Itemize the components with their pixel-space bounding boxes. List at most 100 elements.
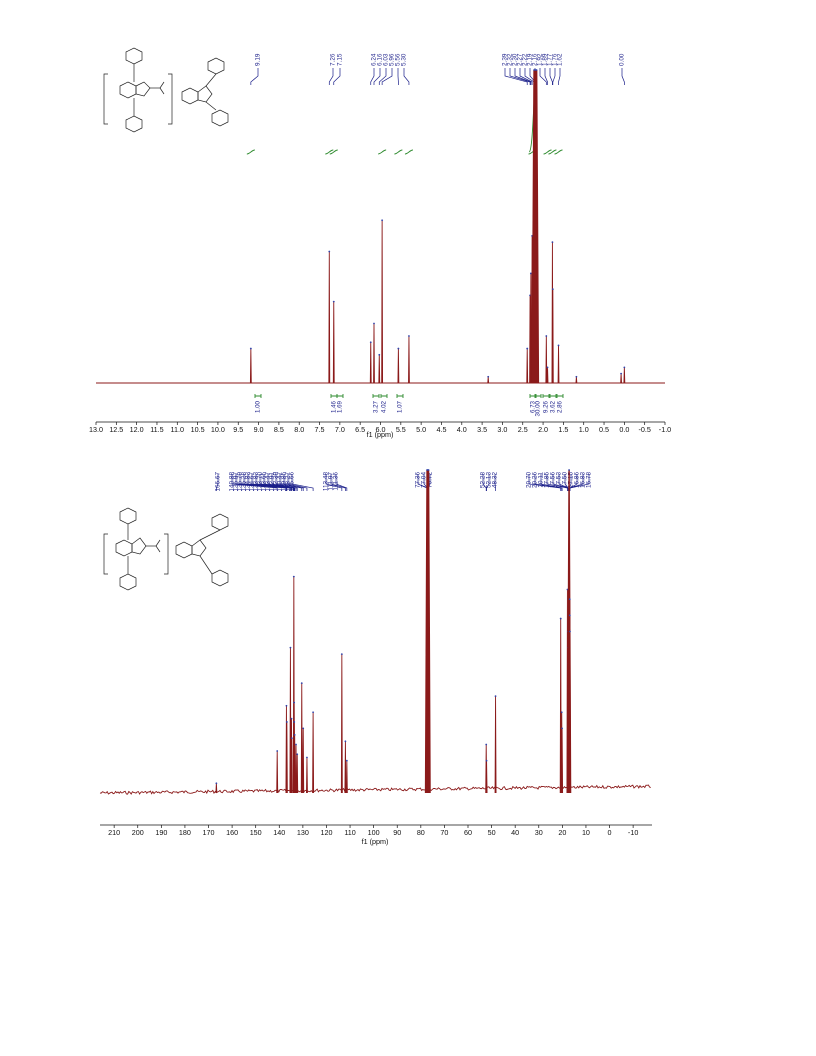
integral-curve	[246, 149, 255, 155]
spectrum-peak	[397, 348, 400, 384]
tick-label: 5.5	[396, 425, 406, 434]
peak-label: 6.24	[371, 53, 378, 66]
integral-value: 1.69	[337, 400, 344, 413]
peak-apex-marker	[296, 753, 299, 756]
baseline-noise	[99, 784, 651, 795]
peak-label-leader	[528, 474, 562, 491]
spectrum-peak	[285, 721, 288, 794]
peak-label: 1.62	[557, 53, 564, 66]
spectrum-peak	[340, 654, 343, 794]
peak-apex-marker	[487, 375, 490, 378]
tick-label: 160	[226, 828, 238, 837]
peak-apex-marker	[545, 335, 548, 337]
spectrum-peak	[276, 751, 279, 794]
peak-label-leader	[546, 474, 568, 491]
tick-label: 170	[203, 828, 215, 837]
peak-label: 7.15	[337, 53, 344, 66]
tick-label: 10	[582, 828, 590, 837]
tick-label: 9.5	[233, 425, 243, 434]
tick-label: 20	[558, 828, 566, 837]
peak-label-leader	[291, 474, 314, 491]
integral-bracket	[396, 394, 404, 398]
spectrum-peak	[312, 712, 315, 794]
spectrum-peak	[378, 354, 381, 384]
tick-label: 210	[108, 828, 120, 837]
tick-label: 13.0	[89, 425, 103, 434]
peak-apex-marker	[557, 344, 560, 347]
peak-apex-marker	[561, 727, 563, 730]
tick-label: -0.5	[638, 425, 650, 434]
tick-label: 9.0	[254, 425, 264, 434]
integral-curve	[543, 149, 552, 155]
peak-apex-marker	[369, 341, 372, 344]
peak-label-leader	[524, 68, 535, 85]
tick-label: 4.0	[457, 425, 467, 434]
spectrum-peak	[249, 348, 252, 384]
peak-label-leader	[216, 474, 219, 491]
peak-apex-marker	[568, 469, 570, 471]
spectrum-peak	[623, 367, 626, 384]
peak-label: 2.32	[507, 53, 514, 66]
peak-label: 1.76	[552, 53, 559, 66]
spectrum-peak	[561, 728, 564, 794]
peak-label-leader	[231, 474, 278, 491]
spectrum-peaks	[249, 69, 626, 384]
spectrum-peak	[545, 336, 548, 384]
spectrum-peak	[215, 783, 218, 794]
peak-label: 9.19	[255, 53, 262, 66]
peak-apex-marker	[381, 219, 384, 222]
integral-bracket	[254, 394, 262, 398]
spectrum-peak	[529, 273, 532, 384]
peak-apex-marker	[575, 375, 578, 378]
peak-label-leader	[549, 68, 553, 85]
peak-apex-marker	[289, 646, 292, 649]
tick-label: 70	[440, 828, 448, 837]
x-axis: 210 200 190 180 170 160 150 140 130 120 110 100 90 80…	[100, 824, 652, 837]
tick-label: 90	[393, 828, 401, 837]
peak-labels: 9.19 7.26 7.15 6.24 6.16 6.03 5.96 5.56 5.30 2.39…	[250, 53, 626, 85]
spectrum-peak	[373, 323, 375, 384]
integral-value: 2.86	[557, 400, 564, 413]
tick-label: 11.0	[171, 425, 184, 434]
tick-label: 30	[535, 828, 543, 837]
peak-apex-marker	[285, 704, 288, 707]
spectrum-peak	[345, 760, 348, 794]
tick-label: 1.5	[558, 425, 568, 434]
spectrum-peak	[296, 754, 299, 794]
tick-label: 8.5	[274, 425, 284, 434]
spectrum-peak	[551, 289, 554, 384]
peak-label: 6.16	[377, 53, 384, 66]
tick-label: 200	[132, 828, 144, 837]
peak-label-leader	[325, 474, 343, 491]
spectrum-peak	[306, 757, 308, 794]
peak-labels: 166.67 140.88136.97136.79135.28134.83134.…	[215, 472, 593, 492]
tick-label: 7.5	[315, 425, 325, 434]
peak-apex-marker	[249, 347, 252, 350]
tick-label: 180	[179, 828, 191, 837]
peak-label-leader	[271, 474, 297, 491]
peak-apex-marker	[529, 272, 532, 275]
tick-label: 6.0	[376, 425, 386, 434]
peak-apex-marker	[551, 288, 554, 290]
peak-label-leader	[267, 474, 296, 491]
tick-label: 150	[250, 828, 262, 837]
peak-apex-marker	[623, 366, 626, 369]
peak-label: 5.96	[389, 53, 396, 66]
integral-bracket	[380, 394, 388, 398]
x-axis-label: f1 (ppm)	[367, 430, 394, 439]
peak-label-leader	[564, 474, 569, 491]
peak-label-leader	[509, 68, 531, 85]
tick-label: 1.0	[579, 425, 589, 434]
spectrum-baseline	[99, 784, 651, 795]
peak-apex-marker	[295, 743, 297, 746]
peak-apex-marker	[345, 759, 348, 762]
tick-label: 0.5	[599, 425, 609, 434]
peak-apex-marker	[559, 617, 562, 620]
tick-label: 12.0	[130, 425, 144, 434]
integral-curve	[394, 149, 403, 155]
integral-value: 30.00	[535, 400, 542, 416]
peak-apex-marker	[620, 372, 623, 375]
peak-label-leader	[275, 474, 298, 491]
peak-apex-marker	[408, 335, 410, 337]
peak-label-leader	[540, 474, 563, 491]
